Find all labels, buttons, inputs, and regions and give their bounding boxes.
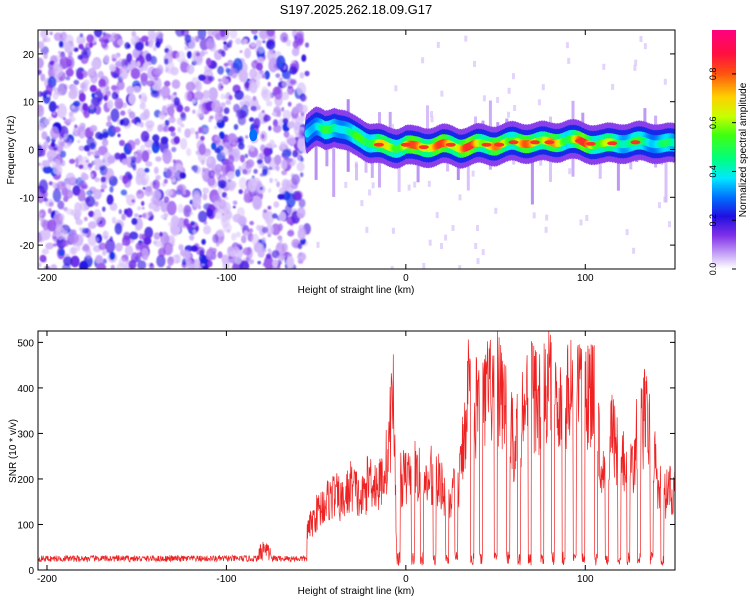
x-tick-label: -100 bbox=[216, 273, 236, 284]
x-tick-label: -100 bbox=[216, 574, 236, 585]
x-tick-label: 100 bbox=[577, 273, 594, 284]
colorbar-tick-label: 0.6 bbox=[708, 116, 718, 129]
colorbar-tick-label: 0.8 bbox=[708, 68, 718, 81]
y-tick-label: 10 bbox=[23, 98, 35, 109]
ridge-hotspot bbox=[445, 142, 456, 147]
colorbar-tick-label: 0.0 bbox=[708, 263, 718, 276]
spectrogram-x-ticks: -200 -100 0 100 bbox=[37, 30, 594, 284]
colorbar: 0.0 0.2 0.4 0.6 0.8 Normalized spectral ampl… bbox=[708, 30, 749, 275]
snr-background bbox=[38, 331, 675, 570]
snr-y-ticks: 0 100 200 300 400 500 bbox=[17, 338, 675, 577]
snr-x-label: Height of straight line (km) bbox=[298, 586, 415, 597]
snr-plot-area bbox=[38, 331, 675, 567]
x-tick-label: 0 bbox=[403, 273, 409, 284]
spectrogram-y-ticks: -20 -10 0 10 20 bbox=[20, 50, 675, 252]
figure-title: S197.2025.262.18.09.G17 bbox=[280, 2, 433, 17]
y-tick-label: 500 bbox=[17, 338, 34, 349]
x-tick-label: 0 bbox=[403, 574, 409, 585]
x-tick-label: 100 bbox=[577, 574, 594, 585]
y-tick-label: 200 bbox=[17, 475, 34, 486]
y-tick-label: 20 bbox=[23, 50, 35, 61]
spectrogram-y-label: Frequency (Hz) bbox=[6, 116, 17, 185]
ridge-hotspot bbox=[373, 142, 384, 147]
ridge-hotspot bbox=[530, 140, 540, 145]
snr-x-ticks: -200 -100 0 100 bbox=[37, 331, 594, 585]
ridge-hotspot bbox=[418, 145, 429, 150]
x-tick-label: -200 bbox=[37, 574, 57, 585]
ridge-hotspot bbox=[544, 140, 555, 145]
y-tick-label: 0 bbox=[28, 146, 34, 157]
y-tick-label: 0 bbox=[28, 566, 34, 577]
snr-y-label: SNR (10 * v/v) bbox=[8, 419, 19, 483]
snr-panel: -200 -100 0 100 0 100 200 300 400 500 Height of … bbox=[8, 330, 676, 597]
colorbar-tick-label: 0.4 bbox=[708, 165, 718, 178]
y-tick-label: 300 bbox=[17, 429, 34, 440]
ridge-hotspot bbox=[574, 138, 585, 143]
ridge-hotspot bbox=[481, 142, 492, 147]
x-tick-label: -200 bbox=[37, 273, 57, 284]
noise-bright-spot bbox=[249, 129, 258, 142]
ridge-hotspot bbox=[607, 141, 618, 146]
y-tick-label: 100 bbox=[17, 520, 34, 531]
ridge-hotspot bbox=[585, 141, 596, 146]
y-tick-label: -20 bbox=[20, 241, 35, 252]
colorbar-tick-label: 0.2 bbox=[708, 214, 718, 227]
ridge-hotspot bbox=[630, 140, 641, 145]
colorbar-gradient bbox=[712, 30, 736, 269]
snr-series-line bbox=[38, 331, 675, 567]
signal-ridge bbox=[304, 106, 675, 169]
colorbar-label: Normalized spectral amplitude bbox=[738, 82, 749, 217]
ridge-hotspot bbox=[400, 142, 411, 147]
y-tick-label: 400 bbox=[17, 384, 34, 395]
ridge-hotspot bbox=[494, 142, 505, 147]
spectrogram-heatmap bbox=[38, 30, 675, 269]
y-tick-label: -10 bbox=[20, 193, 35, 204]
snr-frame bbox=[37, 330, 676, 571]
colorbar-ticks: 0.0 0.2 0.4 0.6 0.8 bbox=[708, 68, 736, 276]
ridge-hotspot bbox=[508, 140, 519, 145]
ridge-hotspot bbox=[463, 145, 474, 150]
spectrogram-x-label: Height of straight line (km) bbox=[298, 285, 415, 296]
noise-speckle bbox=[38, 30, 311, 269]
